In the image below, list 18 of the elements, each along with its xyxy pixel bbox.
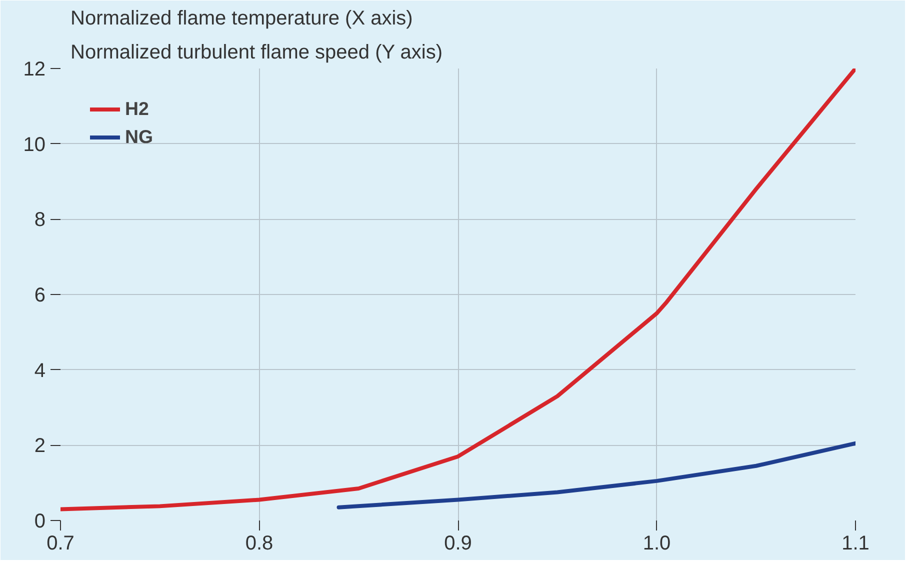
x-tick-label: 1.0	[642, 532, 671, 554]
legend-label: H2	[125, 98, 149, 120]
y-tick-label: 4	[34, 360, 46, 382]
x-tick-label: 0.8	[245, 532, 274, 554]
x-tick-label: 0.9	[444, 532, 472, 554]
y-tick-label: 10	[23, 134, 46, 156]
y-tick-label: 2	[34, 435, 46, 458]
x-tick-label: 1.1	[842, 532, 870, 554]
legend-label: NG	[125, 126, 153, 148]
y-tick-label: 12	[23, 58, 46, 80]
y-tick-label: 8	[34, 209, 46, 232]
x-tick-label: 0.7	[46, 532, 74, 554]
line-series	[336, 441, 856, 510]
line-series	[60, 68, 856, 512]
chart-title: Normalized flame temperature (X axis)	[70, 8, 413, 30]
y-tick-label: 6	[34, 284, 46, 306]
y-tick-label: 0	[34, 510, 46, 532]
chart-subtitle: Normalized turbulent flame speed (Y axis)	[70, 42, 443, 64]
